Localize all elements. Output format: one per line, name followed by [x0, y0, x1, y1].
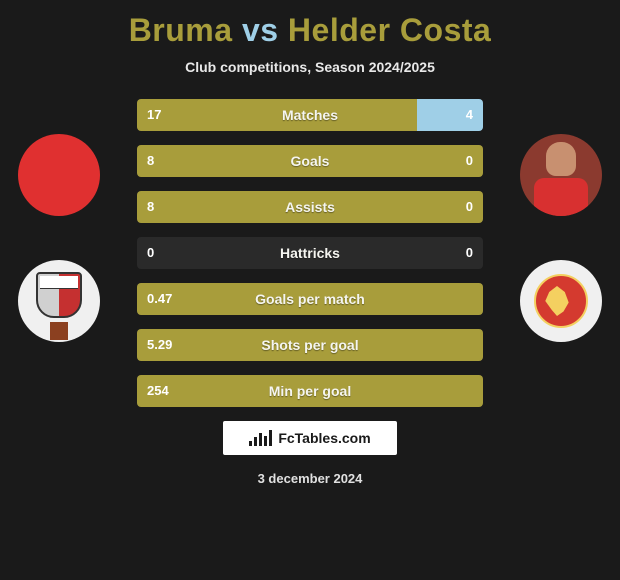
stat-label: Goals [137, 145, 483, 177]
braga-badge-icon [36, 272, 82, 330]
stat-label: Hattricks [137, 237, 483, 269]
player1-avatar [18, 134, 100, 216]
stat-row: 174Matches [137, 99, 483, 131]
stat-row: 00Hattricks [137, 237, 483, 269]
newtown-badge-icon [534, 274, 588, 328]
comparison-date: 3 december 2024 [0, 471, 620, 486]
player1-name: Bruma [129, 12, 233, 48]
stat-row: 80Goals [137, 145, 483, 177]
stat-row: 0.47Goals per match [137, 283, 483, 315]
stat-label: Goals per match [137, 283, 483, 315]
comparison-title: Bruma vs Helder Costa [0, 0, 620, 49]
stat-row: 5.29Shots per goal [137, 329, 483, 361]
player2-name: Helder Costa [288, 12, 491, 48]
stat-row: 80Assists [137, 191, 483, 223]
stat-label: Shots per goal [137, 329, 483, 361]
fctables-logo-icon [249, 430, 272, 446]
stat-row: 254Min per goal [137, 375, 483, 407]
player1-club-crest [18, 260, 100, 342]
stat-label: Min per goal [137, 375, 483, 407]
fctables-branding[interactable]: FcTables.com [223, 421, 397, 455]
season-subtitle: Club competitions, Season 2024/2025 [0, 59, 620, 75]
vs-text: vs [242, 12, 279, 48]
player2-avatar [520, 134, 602, 216]
stat-label: Assists [137, 191, 483, 223]
stats-list: 174Matches 80Goals 80Assists 00Hattricks 0.4… [137, 99, 483, 407]
fctables-label: FcTables.com [278, 430, 370, 446]
stat-label: Matches [137, 99, 483, 131]
player2-club-crest [520, 260, 602, 342]
